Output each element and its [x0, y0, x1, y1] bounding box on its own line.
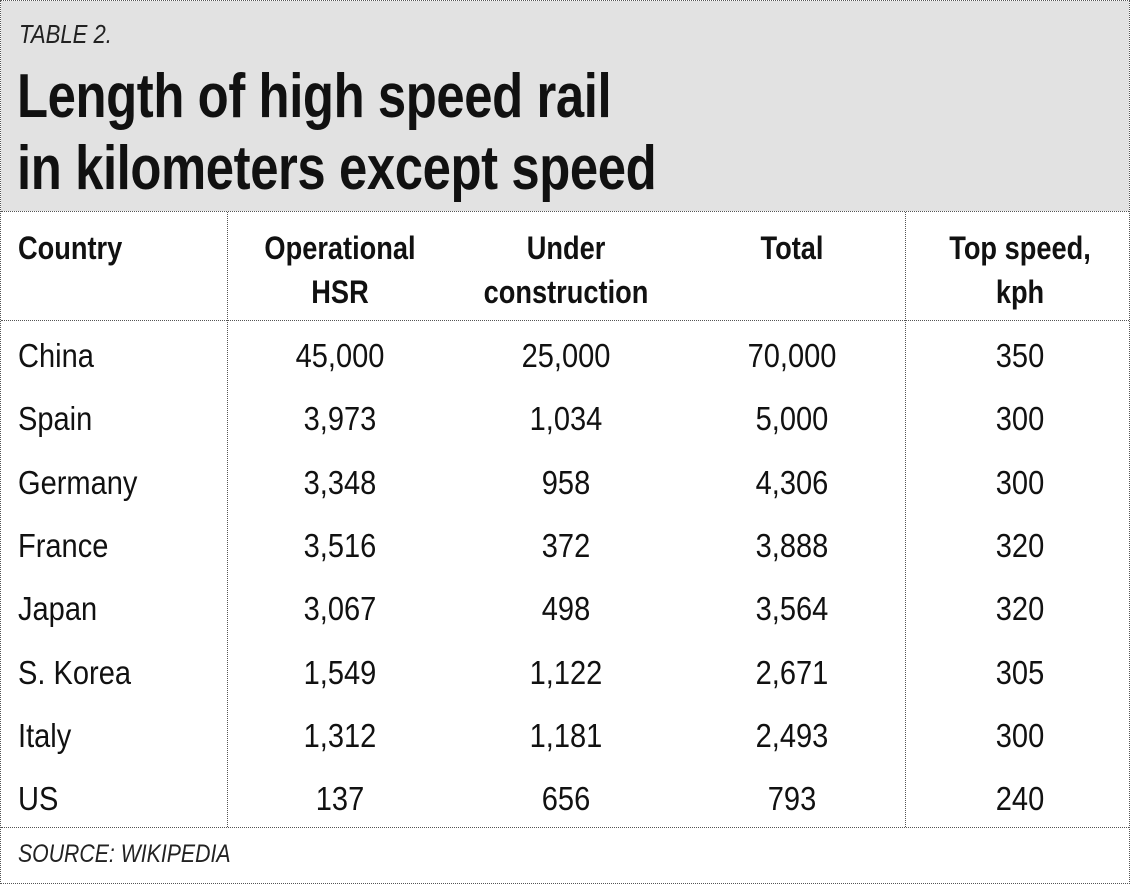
table-title-line-2: in kilometers except speed — [17, 134, 657, 203]
cell-top-speed: 320 — [995, 590, 1045, 627]
cell-operational: 3,348 — [303, 464, 377, 501]
cell-total: 4,306 — [755, 464, 829, 501]
cell-top-speed: 320 — [995, 527, 1045, 564]
table-label: TABLE 2. — [19, 19, 112, 49]
header-bottom-rule — [1, 211, 1129, 212]
col-header-total-line: Total — [760, 230, 824, 266]
cell-top-speed: 305 — [995, 654, 1045, 691]
cell-country: China — [18, 337, 94, 374]
cell-operational: 1,312 — [303, 717, 377, 754]
source-note: SOURCE: WIKIPEDIA — [18, 840, 231, 868]
cell-country: Italy — [18, 717, 72, 754]
cell-under-construction: 498 — [541, 590, 591, 627]
cell-under-construction: 1,122 — [529, 654, 603, 691]
cell-under-construction: 1,181 — [529, 717, 603, 754]
cell-total: 3,564 — [755, 590, 829, 627]
cell-country: Japan — [18, 590, 98, 627]
cell-operational: 1,549 — [303, 654, 377, 691]
cell-under-construction: 656 — [541, 780, 591, 817]
col-header-top-speed: Top speed, kph — [931, 226, 1110, 314]
cell-operational: 3,973 — [303, 400, 377, 437]
cell-operational: 3,067 — [303, 590, 377, 627]
cell-total: 2,671 — [755, 654, 829, 691]
cell-total: 5,000 — [755, 400, 829, 437]
cell-operational: 3,516 — [303, 527, 377, 564]
cell-top-speed: 300 — [995, 717, 1045, 754]
col-header-under-construction-line-1: Under — [526, 230, 606, 266]
column-header-rule — [1, 320, 1129, 321]
country-column-rule — [227, 212, 228, 827]
cell-total: 3,888 — [755, 527, 829, 564]
source-rule — [1, 827, 1129, 828]
speed-column-rule — [905, 212, 906, 827]
cell-under-construction: 958 — [541, 464, 591, 501]
cell-top-speed: 300 — [995, 400, 1045, 437]
cell-country: France — [18, 527, 109, 564]
cell-country: US — [18, 780, 59, 817]
col-header-top-speed-line-1: Top speed, — [949, 230, 1091, 266]
cell-under-construction: 1,034 — [529, 400, 603, 437]
col-header-under-construction: Under construction — [473, 226, 660, 314]
cell-country: Germany — [18, 464, 138, 501]
table-title: Length of high speed rail in kilometers … — [17, 61, 657, 205]
cell-operational: 137 — [315, 780, 365, 817]
col-header-total: Total — [707, 226, 877, 270]
cell-country: S. Korea — [18, 654, 132, 691]
cell-total: 793 — [767, 780, 817, 817]
col-header-top-speed-line-2: kph — [995, 274, 1045, 310]
cell-country: Spain — [18, 400, 93, 437]
col-header-country: Country — [18, 226, 122, 270]
col-header-operational: Operational HSR — [255, 226, 425, 314]
cell-top-speed: 240 — [995, 780, 1045, 817]
cell-top-speed: 350 — [995, 337, 1045, 374]
col-header-country-line: Country — [18, 230, 123, 266]
col-header-operational-line-2: HSR — [311, 274, 369, 310]
cell-under-construction: 372 — [541, 527, 591, 564]
cell-under-construction: 25,000 — [521, 337, 611, 374]
cell-total: 2,493 — [755, 717, 829, 754]
table-header-band: TABLE 2. Length of high speed rail in ki… — [1, 1, 1129, 211]
col-header-operational-line-1: Operational — [264, 230, 416, 266]
col-header-under-construction-line-2: construction — [483, 274, 649, 310]
cell-top-speed: 300 — [995, 464, 1045, 501]
table-title-line-1: Length of high speed rail — [17, 62, 612, 131]
cell-operational: 45,000 — [295, 337, 385, 374]
cell-total: 70,000 — [747, 337, 837, 374]
